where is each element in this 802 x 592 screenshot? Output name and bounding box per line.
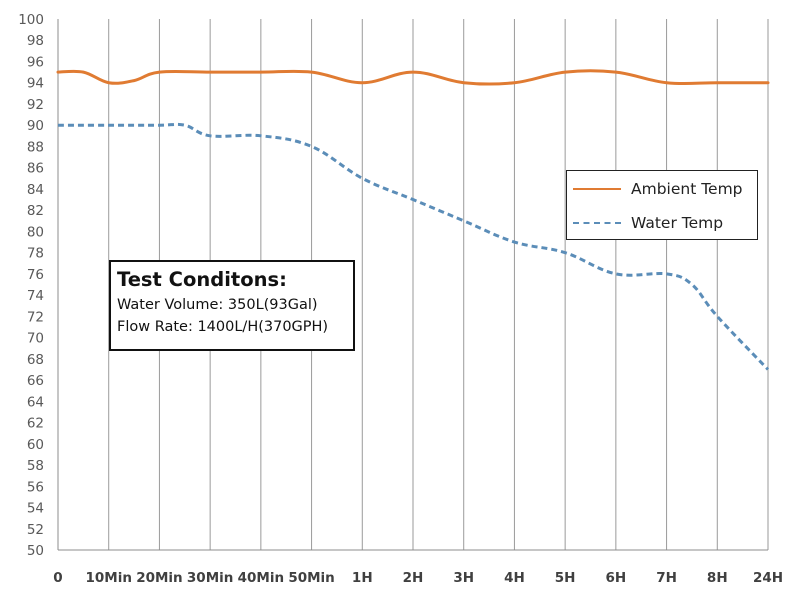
legend-label-water: Water Temp	[631, 214, 724, 232]
y-tick-label: 76	[27, 267, 44, 283]
chart-legend: Ambient Temp Water Temp	[566, 170, 758, 240]
legend-entry-water: Water Temp	[573, 213, 723, 233]
y-tick-label: 68	[27, 352, 44, 368]
test-conditions-box: Test Conditons: Water Volume: 350L(93Gal…	[109, 260, 355, 351]
y-tick-label: 100	[18, 12, 44, 28]
y-tick-label: 92	[27, 97, 44, 113]
y-tick-label: 60	[27, 437, 44, 453]
ambient-temp-line	[56, 69, 770, 86]
x-tick-label: 24H	[753, 570, 783, 586]
y-tick-label: 52	[27, 522, 44, 538]
y-tick-label: 88	[27, 139, 44, 155]
y-tick-label: 72	[27, 309, 44, 325]
y-tick-label: 84	[27, 182, 44, 198]
x-tick-label: 4H	[504, 570, 525, 586]
y-tick-label: 54	[27, 501, 44, 517]
flow-rate-text: Flow Rate: 1400L/H(370GPH)	[117, 319, 329, 335]
y-tick-label: 98	[27, 33, 44, 49]
y-tick-label: 66	[27, 373, 44, 389]
x-tick-label: 40Min	[238, 570, 284, 586]
y-tick-label: 58	[27, 458, 44, 474]
y-tick-label: 86	[27, 161, 44, 177]
y-tick-label: 64	[27, 394, 44, 410]
y-tick-label: 62	[27, 416, 44, 432]
x-tick-labels: 0 10Min 20Min 30Min 40Min 50Min 1H 2H 3H 4H 5H 6H 7H…	[53, 570, 783, 586]
legend-label-ambient: Ambient Temp	[631, 180, 743, 198]
x-tick-label: 2H	[403, 570, 424, 586]
y-tick-label: 90	[27, 118, 44, 134]
x-tick-label: 7H	[656, 570, 677, 586]
y-tick-labels: 50 52 54 56 58 60 62 64 66 68 70 72 74 76 78 80 82 84 86 88…	[18, 12, 44, 559]
y-tick-label: 80	[27, 224, 44, 240]
x-tick-label: 3H	[453, 570, 474, 586]
ambient-line-swatch	[573, 188, 621, 190]
x-tick-label: 30Min	[187, 570, 233, 586]
y-tick-label: 96	[27, 54, 44, 70]
y-tick-label: 78	[27, 246, 44, 262]
y-tick-label: 50	[27, 543, 44, 559]
y-tick-label: 94	[27, 76, 44, 92]
x-tick-label: 5H	[555, 570, 576, 586]
water-temp-line	[57, 122, 770, 371]
x-tick-label: 1H	[352, 570, 373, 586]
series-lines	[56, 69, 770, 371]
axes	[57, 19, 768, 551]
x-tick-label: 0	[53, 570, 62, 586]
y-tick-label: 70	[27, 331, 44, 347]
x-tick-label: 6H	[606, 570, 627, 586]
x-tick-label: 50Min	[288, 570, 334, 586]
water-volume-text: Water Volume: 350L(93Gal)	[117, 297, 318, 313]
water-line-swatch	[573, 222, 621, 224]
x-tick-label: 20Min	[136, 570, 182, 586]
x-tick-label: 8H	[707, 570, 728, 586]
y-tick-label: 82	[27, 203, 44, 219]
legend-entry-ambient: Ambient Temp	[573, 179, 743, 199]
x-tick-label: 10Min	[85, 570, 131, 586]
y-tick-label: 74	[27, 288, 44, 304]
y-tick-label: 56	[27, 479, 44, 495]
test-conditions-title: Test Conditons:	[117, 268, 287, 291]
